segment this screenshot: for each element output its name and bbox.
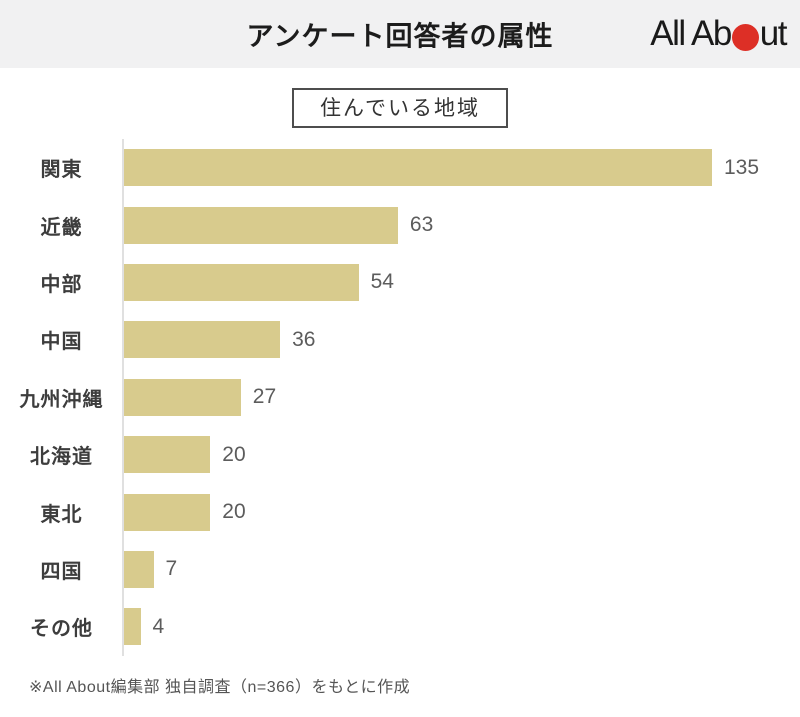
chart-row: 中国 36 — [0, 311, 800, 368]
header-band: アンケート回答者の属性 All Ab ut — [0, 0, 800, 68]
category-label: 九州沖縄 — [19, 388, 104, 411]
bar-track: 63 — [123, 196, 800, 253]
category-label: 四国 — [40, 560, 83, 583]
bar — [123, 608, 141, 646]
chart-rows: 関東 135 近畿 63 中部 54 中国 36 九州沖縄 27 北海道 20 東北 20 四国 7 その他 4 — [0, 139, 800, 656]
page-title: アンケート回答者の属性 — [246, 21, 554, 52]
chart-row: 九州沖縄 27 — [0, 369, 800, 426]
bar-track: 4 — [123, 598, 800, 655]
logo-red-dot-icon — [731, 23, 759, 51]
value-label: 20 — [222, 500, 246, 524]
value-label: 27 — [252, 385, 277, 409]
category-label: その他 — [30, 618, 93, 641]
value-label: 7 — [165, 557, 178, 581]
bar — [123, 263, 359, 301]
chart-subtitle-wrap: 住んでいる地域 — [0, 88, 800, 128]
value-label: 135 — [724, 155, 760, 179]
bar — [123, 550, 154, 588]
bar — [123, 493, 211, 531]
category-label: 関東 — [40, 159, 83, 182]
category-label: 東北 — [40, 503, 83, 526]
bar-track: 27 — [123, 369, 800, 426]
bar — [123, 321, 281, 359]
bar-track: 20 — [123, 483, 800, 540]
category-label: 中国 — [40, 331, 83, 354]
y-axis-line — [122, 139, 124, 656]
category-label: 中部 — [40, 273, 83, 296]
bar-track: 135 — [123, 139, 800, 196]
all-about-logo: All Ab ut — [650, 14, 788, 54]
chart-row: 関東 135 — [0, 139, 800, 196]
bar — [123, 149, 712, 187]
bar-track: 20 — [123, 426, 800, 483]
chart-row: その他 4 — [0, 598, 800, 655]
chart-row: 東北 20 — [0, 483, 800, 540]
category-label: 近畿 — [40, 216, 83, 239]
value-label: 54 — [370, 270, 394, 294]
logo-text-right: ut — [759, 14, 788, 53]
bar-track: 7 — [123, 541, 800, 598]
bar-chart: 関東 135 近畿 63 中部 54 中国 36 九州沖縄 27 北海道 20 東北 20 四国 7 その他 4 — [0, 139, 800, 656]
chart-row: 四国 7 — [0, 541, 800, 598]
category-label: 北海道 — [30, 446, 93, 469]
bar-track: 36 — [123, 311, 800, 368]
chart-row: 中部 54 — [0, 254, 800, 311]
bar-track: 54 — [123, 254, 800, 311]
chart-subtitle: 住んでいる地域 — [292, 88, 508, 128]
chart-row: 北海道 20 — [0, 426, 800, 483]
logo-text-left: All Ab — [650, 14, 732, 53]
bar — [123, 378, 241, 416]
value-label: 20 — [222, 442, 246, 466]
value-label: 4 — [152, 614, 165, 638]
bar — [123, 206, 398, 244]
chart-row: 近畿 63 — [0, 196, 800, 253]
value-label: 36 — [292, 327, 316, 351]
value-label: 63 — [409, 213, 434, 237]
bar — [123, 436, 211, 474]
source-note: ※All About編集部 独自調査（n=366）をもとに作成 — [29, 678, 411, 696]
